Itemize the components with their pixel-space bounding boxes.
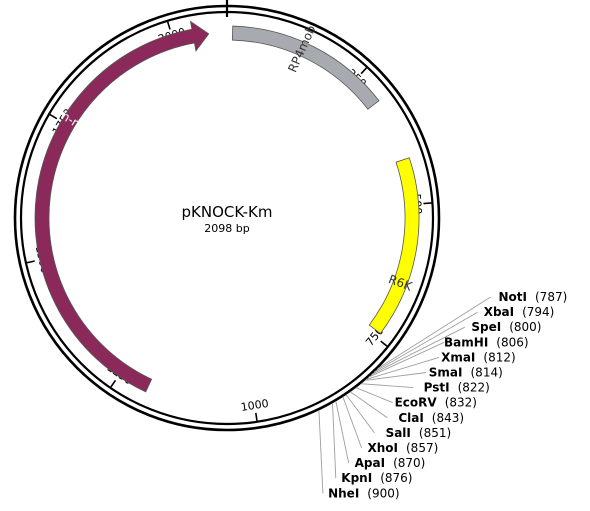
site-name: SpeI <box>471 320 501 334</box>
site-leader-line <box>345 394 375 434</box>
site-leader-line <box>332 403 337 479</box>
site-position: (822) <box>458 381 490 395</box>
site-leader-line <box>365 356 440 380</box>
site-name: XmaI <box>441 350 475 364</box>
site-name: KpnI <box>341 471 372 485</box>
site-leader-line <box>349 391 388 419</box>
site-leader-line <box>342 396 363 449</box>
tick-mark <box>110 379 117 388</box>
site-leader-line <box>335 401 350 464</box>
site-leader-line <box>368 341 445 378</box>
site-leader-line <box>364 372 427 381</box>
site-position: (787) <box>535 290 567 304</box>
site-name: BamHI <box>444 335 488 349</box>
site-leader-line <box>355 387 393 404</box>
site-position: (843) <box>432 411 464 425</box>
site-name: ClaI <box>398 411 423 425</box>
site-name: XhoI <box>367 441 398 455</box>
site-position: (857) <box>406 441 438 455</box>
site-leader-line <box>360 383 414 389</box>
tick-mark <box>26 260 35 264</box>
site-leader-line <box>318 410 324 494</box>
site-name: NotI <box>499 290 528 304</box>
backbone-group <box>13 0 441 432</box>
site-leader-line <box>377 296 491 370</box>
site-name: PstI <box>424 381 450 395</box>
site-position: (814) <box>471 366 503 380</box>
site-position: (800) <box>509 320 541 334</box>
site-leader-line <box>371 326 466 375</box>
tick-mark <box>423 202 432 205</box>
tick-mark <box>166 21 171 30</box>
site-position: (806) <box>496 335 528 349</box>
tick-mark <box>360 67 368 75</box>
feature-r6k <box>368 157 420 335</box>
site-position: (851) <box>419 426 451 440</box>
site-name: SmaI <box>429 366 463 380</box>
tick-mark <box>380 340 388 347</box>
site-position: (900) <box>367 486 399 500</box>
tick-mark <box>255 412 258 421</box>
site-position: (870) <box>393 456 425 470</box>
tick-label: 1000 <box>240 397 270 414</box>
plasmid-size: 2098 bp <box>204 222 249 235</box>
feature-km-res <box>34 20 210 393</box>
site-position: (812) <box>483 350 515 364</box>
site-name: EcoRV <box>395 396 438 410</box>
restriction-sites-group: NotI (787) XbaI (794) SpeI (800) BamHI (806) Xma… <box>318 290 567 500</box>
site-position: (832) <box>445 396 477 410</box>
site-name: NheI <box>328 486 359 500</box>
plasmid-name: pKNOCK-Km <box>182 203 273 221</box>
site-position: (876) <box>380 471 412 485</box>
site-leader-line <box>374 311 478 373</box>
site-position: (794) <box>522 305 554 319</box>
tick-mark <box>49 113 58 120</box>
feature-rp4mob <box>231 25 380 110</box>
site-name: ApaI <box>355 456 385 470</box>
site-name: SalI <box>386 426 411 440</box>
site-name: XbaI <box>484 305 514 319</box>
